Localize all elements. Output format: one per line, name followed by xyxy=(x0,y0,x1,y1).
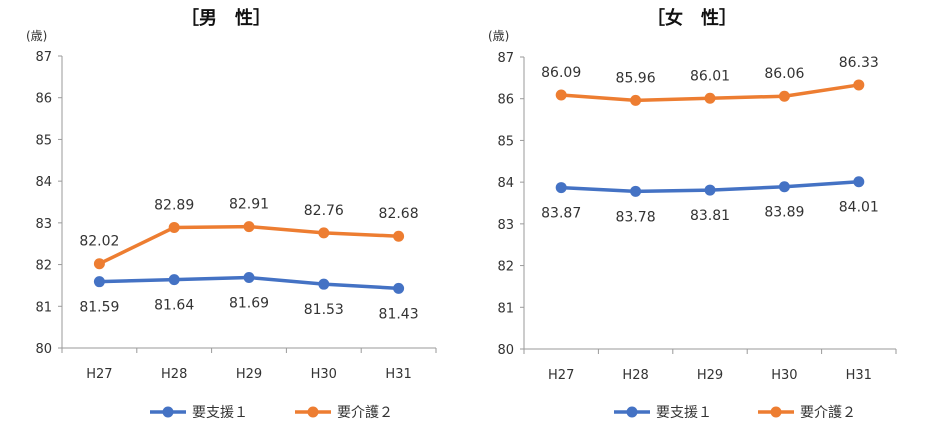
legend-label: 要支援１ xyxy=(192,405,248,421)
x-tick-label: H27 xyxy=(548,368,574,383)
line-chart-male: ［男 性］ (歳) 80 81 82 83 84 85 86 87 H27 H28 H29 H30 H31 8… xyxy=(26,7,437,421)
x-tick-label: H27 xyxy=(86,367,112,382)
data-label: 85.96 xyxy=(616,70,656,86)
y-tick-label: 83 xyxy=(35,217,52,232)
data-label: 86.09 xyxy=(541,65,581,81)
x-tick-label: H31 xyxy=(846,368,872,383)
data-point xyxy=(853,176,865,188)
x-tick-label: H28 xyxy=(161,367,187,382)
legend-marker xyxy=(162,406,174,418)
legend-marker xyxy=(626,406,638,418)
y-axis-unit-label: (歳) xyxy=(26,29,47,43)
chart-title: ［女 性］ xyxy=(647,7,737,29)
data-point xyxy=(318,278,330,290)
data-point xyxy=(704,184,716,196)
data-point xyxy=(393,282,405,294)
legend-label: 要介護２ xyxy=(800,405,856,421)
y-tick-label: 84 xyxy=(497,176,514,191)
data-label: 84.01 xyxy=(839,200,879,216)
y-tick-label: 83 xyxy=(497,218,514,233)
x-tick-label: H29 xyxy=(236,367,262,382)
y-tick-label: 80 xyxy=(497,343,514,358)
legend-marker xyxy=(307,406,319,418)
y-tick-label: 82 xyxy=(35,259,52,274)
data-point xyxy=(243,221,255,233)
data-point xyxy=(393,230,405,242)
x-tick-label: H31 xyxy=(385,367,411,382)
data-label: 81.69 xyxy=(229,296,269,312)
series-line-1 xyxy=(97,224,401,266)
y-tick-label: 87 xyxy=(35,50,52,65)
y-tick-label: 86 xyxy=(35,92,52,107)
data-point xyxy=(778,90,790,102)
data-label: 86.01 xyxy=(690,68,730,84)
data-point xyxy=(168,274,180,286)
data-label: 82.76 xyxy=(304,203,344,219)
data-label: 81.53 xyxy=(304,302,344,318)
data-label: 81.59 xyxy=(79,300,119,316)
data-point xyxy=(318,227,330,239)
y-tick-label: 81 xyxy=(35,300,52,315)
data-point xyxy=(93,258,105,270)
data-label: 82.68 xyxy=(379,206,419,222)
y-tick-label: 81 xyxy=(497,301,514,316)
line-chart-female: ［女 性］ (歳) 80 81 82 83 84 85 86 87 H27 H28 H29 H30 H31 8… xyxy=(488,7,897,421)
x-tick-label: H28 xyxy=(622,368,648,383)
y-tick-label: 86 xyxy=(497,93,514,108)
chart-panel-male: ［男 性］ (歳) 80 81 82 83 84 85 86 87 H27 H28 H29 H30 H31 8… xyxy=(26,7,437,421)
y-tick-label: 85 xyxy=(35,133,52,148)
data-point xyxy=(168,221,180,233)
data-label: 82.02 xyxy=(79,234,119,250)
legend-label: 要介護２ xyxy=(337,405,393,421)
y-tick-label: 80 xyxy=(35,342,52,357)
y-tick-label: 82 xyxy=(497,260,514,275)
x-tick-label: H29 xyxy=(697,368,723,383)
chart-title: ［男 性］ xyxy=(181,7,271,29)
legend-marker xyxy=(770,406,782,418)
data-point xyxy=(555,89,567,101)
data-point xyxy=(243,272,255,284)
chart-panel-female: ［女 性］ (歳) 80 81 82 83 84 85 86 87 H27 H28 H29 H30 H31 8… xyxy=(466,0,932,427)
data-point xyxy=(93,276,105,288)
y-tick-label: 84 xyxy=(35,175,52,190)
data-label: 81.64 xyxy=(154,298,194,314)
data-point xyxy=(853,79,865,91)
x-tick-label: H30 xyxy=(771,368,797,383)
y-tick-label: 85 xyxy=(497,134,514,149)
x-tick-label: H30 xyxy=(311,367,337,382)
y-tick-label: 87 xyxy=(497,51,514,66)
legend-label: 要支援１ xyxy=(656,405,712,421)
data-label: 81.43 xyxy=(379,306,419,322)
data-label: 82.89 xyxy=(154,197,194,213)
data-point xyxy=(704,92,716,104)
data-label: 82.91 xyxy=(229,197,269,213)
data-point xyxy=(778,181,790,193)
data-point xyxy=(630,94,642,106)
data-label: 86.33 xyxy=(839,55,879,71)
data-label: 83.89 xyxy=(764,205,804,221)
data-label: 83.87 xyxy=(541,206,581,222)
data-label: 83.81 xyxy=(690,208,730,224)
data-point xyxy=(630,185,642,197)
data-point xyxy=(555,182,567,194)
data-label: 86.06 xyxy=(764,66,804,82)
data-label: 83.78 xyxy=(616,209,656,225)
y-axis-unit-label: (歳) xyxy=(488,29,509,43)
